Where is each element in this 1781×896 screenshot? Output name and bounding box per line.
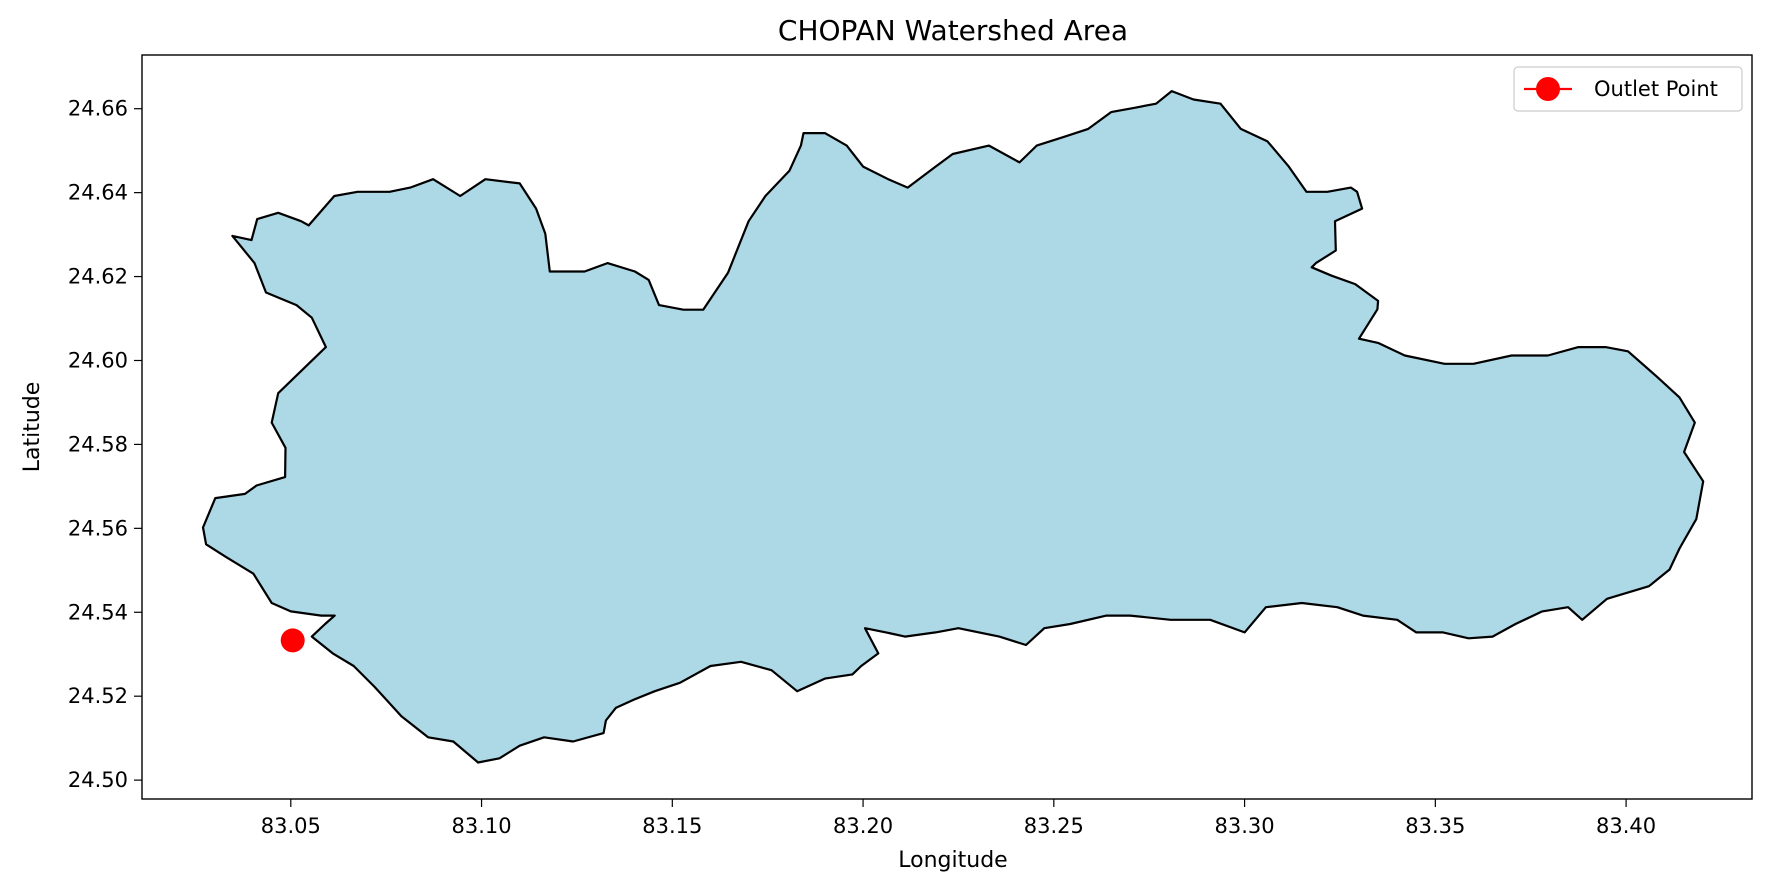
y-tick-label: 24.64 <box>68 181 128 205</box>
y-axis-ticks: 24.50 24.52 24.54 24.56 24.58 24.60 24.62 24.64… <box>68 97 142 792</box>
x-tick-label: 83.15 <box>642 814 702 838</box>
watershed-boundary <box>201 89 1705 764</box>
x-tick-label: 83.35 <box>1405 814 1465 838</box>
y-tick-label: 24.66 <box>68 97 128 121</box>
y-tick-label: 24.62 <box>68 265 128 289</box>
x-tick-label: 83.10 <box>451 814 511 838</box>
y-axis-label: Latitude <box>20 382 45 473</box>
y-tick-label: 24.56 <box>68 516 128 540</box>
map-layer <box>201 89 1705 764</box>
axes-frame <box>141 54 1753 800</box>
legend-label-outlet-point: Outlet Point <box>1594 77 1718 101</box>
y-tick-label: 24.58 <box>68 432 128 456</box>
x-tick-label: 83.20 <box>833 814 893 838</box>
chart-title: CHOPAN Watershed Area <box>778 14 1128 47</box>
legend-box <box>1513 66 1743 112</box>
x-axis-ticks: 83.05 83.10 83.15 83.20 83.25 83.30 83.35 83.40 <box>261 799 1656 838</box>
x-axis-label: Longitude <box>898 848 1007 873</box>
y-tick-label: 24.50 <box>68 768 128 792</box>
x-tick-label: 83.40 <box>1596 814 1656 838</box>
x-tick-label: 83.05 <box>261 814 321 838</box>
x-tick-label: 83.25 <box>1024 814 1084 838</box>
outlet-point-marker <box>280 628 305 653</box>
legend: Outlet Point <box>1513 66 1743 112</box>
y-tick-label: 24.54 <box>68 600 128 624</box>
y-tick-label: 24.60 <box>68 348 128 372</box>
legend-point-marker <box>1536 77 1560 101</box>
x-tick-label: 83.30 <box>1215 814 1275 838</box>
y-tick-label: 24.52 <box>68 684 128 708</box>
